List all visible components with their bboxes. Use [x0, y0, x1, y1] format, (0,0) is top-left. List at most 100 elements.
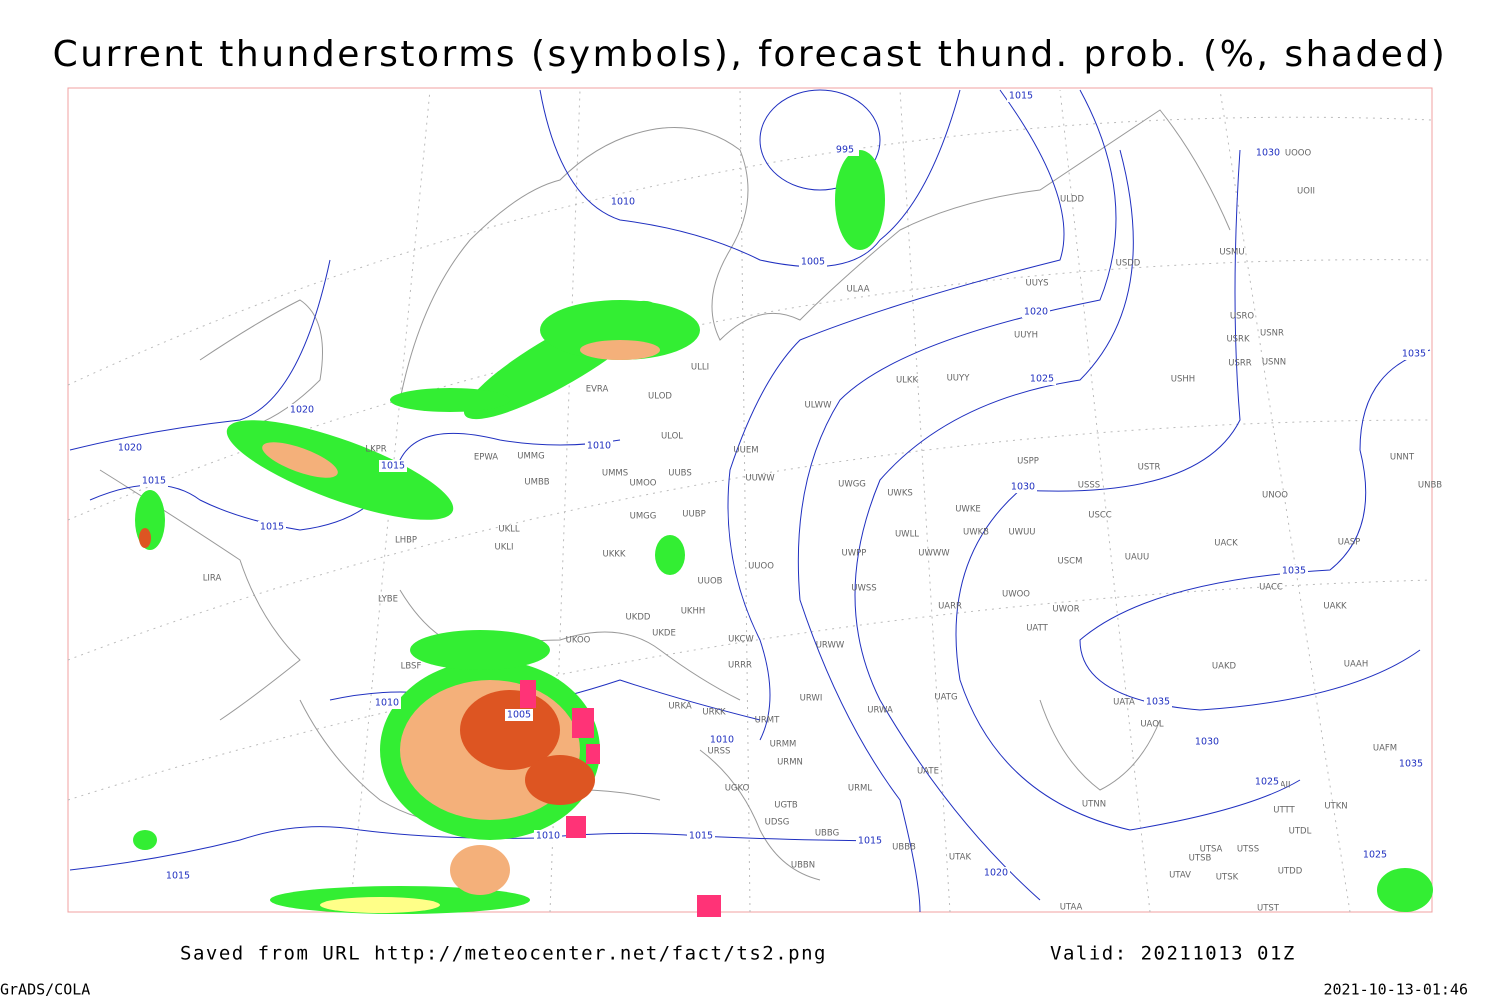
station-label: UUOB — [698, 577, 723, 587]
station-label: UWOO — [1002, 590, 1030, 600]
station-label: UUBP — [682, 510, 705, 520]
station-label: UTSK — [1216, 873, 1239, 883]
station-label: UTKN — [1324, 802, 1347, 812]
station-label: USDD — [1116, 259, 1141, 269]
isobar-label: 1015 — [381, 461, 405, 472]
isobar-label: 995 — [836, 145, 854, 156]
station-label: UKOO — [566, 636, 591, 646]
station-label: UWSS — [851, 584, 876, 594]
isobar-label: 1020 — [984, 868, 1008, 879]
station-label: USNN — [1262, 358, 1286, 368]
station-label: UUYH — [1014, 331, 1038, 341]
station-label: UWKB — [963, 528, 989, 538]
station-label: UAAH — [1344, 660, 1368, 670]
station-label: UTAK — [949, 853, 972, 863]
station-label: UATA — [1113, 698, 1135, 708]
isobar-label-bg — [116, 442, 144, 454]
isobars — [69, 89, 1431, 913]
station-label: UTTT — [1273, 806, 1295, 816]
station-label: ULWW — [805, 401, 833, 411]
station-label: USCC — [1088, 511, 1112, 521]
station-label: UKLI — [494, 543, 513, 553]
station-label: UMMG — [517, 452, 544, 462]
station-label: UWLL — [895, 530, 919, 540]
isobar-label: 1025 — [1030, 374, 1054, 385]
isobar-label-bg — [1022, 306, 1050, 318]
isobar-label-bg — [1254, 147, 1282, 159]
isobar-label-bg — [982, 867, 1010, 879]
station-label: UATG — [934, 693, 957, 703]
station-label: USRO — [1230, 312, 1255, 322]
isobar-label: 1015 — [166, 871, 190, 882]
station-label: USRR — [1228, 359, 1252, 369]
station-label: UTAV — [1169, 871, 1191, 881]
isobar-label: 1030 — [1195, 737, 1219, 748]
isobar-labels: 995 1010 1005 1015 1020 1025 1030 1035 1010 1020 1… — [116, 90, 1428, 882]
station-label: LBSF — [401, 662, 422, 672]
station-label: UOII — [1297, 187, 1315, 197]
timestamp: 2021-10-13-01:46 — [1324, 981, 1469, 999]
station-label: UKCW — [728, 635, 754, 645]
station-label: UWGG — [838, 480, 866, 490]
station-label: UTAA — [1060, 903, 1083, 913]
station-label: UKKK — [603, 550, 626, 560]
station-label: USRK — [1226, 335, 1250, 345]
station-label: UTDD — [1278, 867, 1303, 877]
station-label: LYBE — [378, 595, 398, 605]
station-label: UMMS — [602, 469, 628, 479]
station-label: UWOR — [1052, 605, 1079, 615]
station-label: UKLL — [498, 525, 520, 535]
isobar-label: 1010 — [536, 831, 560, 842]
software: GrADS/COLA — [0, 981, 90, 999]
isobar-label-bg — [288, 404, 316, 416]
station-label: UAKK — [1323, 602, 1347, 612]
station-label: UKHH — [681, 607, 706, 617]
station-label: UUWW — [745, 474, 775, 484]
station-label: URWI — [800, 694, 823, 704]
station-label: UWWW — [918, 549, 950, 559]
station-label: ULKK — [896, 376, 919, 386]
isobar-label: 1010 — [710, 735, 734, 746]
station-label: UNNT — [1390, 453, 1415, 463]
station-label: UAOL — [1140, 720, 1164, 730]
station-label: UKDE — [652, 629, 676, 639]
station-label: UNOO — [1262, 491, 1288, 501]
isobar-label: 1030 — [1011, 482, 1035, 493]
isobar-label-bg — [1009, 481, 1037, 493]
isobar-label-bg — [609, 196, 637, 208]
isobar-label: 1005 — [801, 257, 825, 268]
isobar-label: 1010 — [611, 197, 635, 208]
isobar-label: 1015 — [858, 836, 882, 847]
isobar-label: 1035 — [1399, 759, 1423, 770]
map-frame — [67, 87, 1433, 913]
station-label: UBBB — [892, 843, 916, 853]
station-label: ULDD — [1060, 195, 1085, 205]
isobar-label: 1020 — [1024, 307, 1048, 318]
station-label: LKPR — [365, 445, 386, 455]
isobar-label-bg — [1280, 565, 1308, 577]
station-label: ULLI — [691, 363, 709, 373]
station-label: ULOD — [648, 392, 672, 402]
station-label: UACC — [1259, 583, 1283, 593]
station-label: UTDL — [1289, 827, 1312, 837]
isobar-label-bg — [258, 521, 286, 533]
station-label: UBBN — [791, 861, 815, 871]
station-label: URKA — [668, 702, 692, 712]
station-label: UWKE — [955, 505, 981, 515]
isobar-label-bg — [687, 830, 715, 842]
isobar-label: 1015 — [260, 522, 284, 533]
isobar-label: 1030 — [1256, 148, 1280, 159]
station-label: URML — [848, 784, 872, 794]
isobar-label-bg — [1144, 696, 1172, 708]
isobar-label-bg — [1028, 373, 1056, 385]
isobar-label: 1005 — [507, 710, 531, 721]
isobar-label: 1015 — [142, 476, 166, 487]
isobar-label: 1015 — [689, 831, 713, 842]
station-label: LHBP — [395, 536, 417, 546]
station-label: USNR — [1260, 329, 1284, 339]
station-label: UAFM — [1373, 744, 1397, 754]
station-label: URMN — [777, 758, 803, 768]
isobar-label-bg — [708, 734, 736, 746]
isobar-label: 1015 — [1009, 91, 1033, 102]
